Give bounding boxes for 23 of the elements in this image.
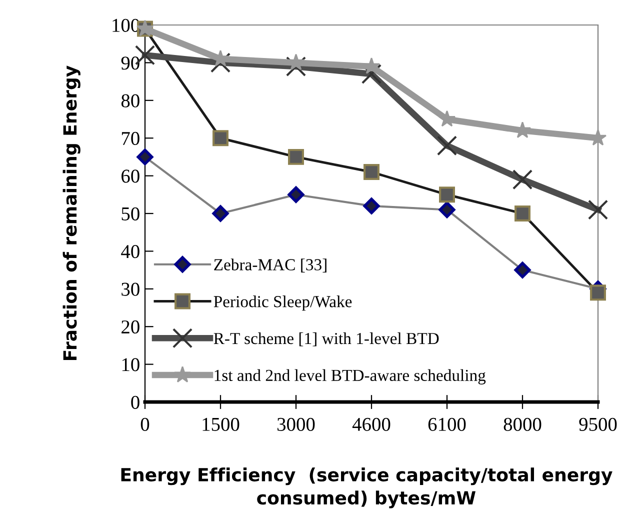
x-tick-label: 6100 (428, 418, 466, 431)
x-tick-label: 0 (140, 418, 150, 431)
y-tick-label: 10 (122, 358, 140, 372)
x-axis-title: Energy Efficiency (service capacity/total energy consumed) bytes/mW (121, 468, 612, 508)
x-tick-label: 3000 (277, 418, 315, 431)
y-tick-label: 0 (131, 396, 140, 409)
y-tick-label: 40 (121, 245, 140, 258)
x-tick-label: 1500 (202, 418, 240, 431)
legend-label: Zebra-MAC [33] (214, 258, 326, 272)
y-tick-label: 60 (122, 170, 140, 183)
x-tick-label: 4600 (352, 418, 390, 431)
y-tick-label: 70 (122, 132, 140, 146)
y-tick-label: 80 (121, 94, 140, 108)
y-tick-label: 90 (121, 56, 140, 70)
y-tick-label: 20 (122, 320, 140, 334)
legend-label: 1st and 2nd level BTD-aware scheduling (214, 369, 486, 384)
y-axis-title: Fraction of remaining Energy (62, 66, 80, 360)
y-tick-label: 50 (122, 207, 140, 220)
legend-label: R-T scheme [1] with 1-level BTD (214, 332, 439, 346)
legend-label: Periodic Sleep/Wake (214, 296, 352, 311)
y-tick-label: 30 (122, 282, 140, 296)
x-tick-label: 9500 (579, 418, 617, 431)
x-tick-label: 8000 (504, 418, 542, 431)
